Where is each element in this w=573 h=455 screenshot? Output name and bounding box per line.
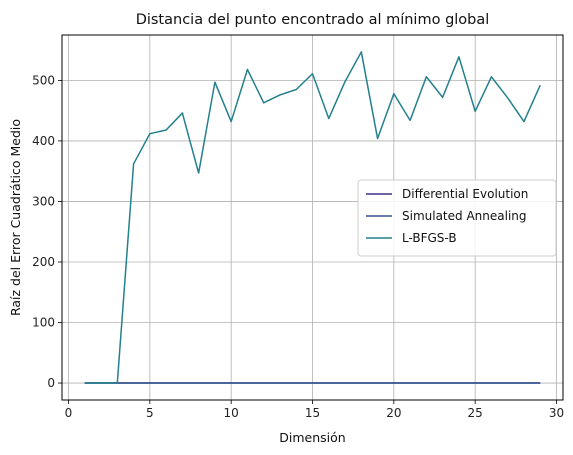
y-axis-ticks: 0 100 200 300 400 500 [32, 73, 62, 390]
x-tick-label: 20 [386, 406, 401, 420]
x-tick-label: 5 [146, 406, 154, 420]
legend-box [357, 179, 557, 257]
x-axis-label: Dimensión [279, 430, 345, 445]
y-tick-label: 200 [32, 255, 55, 269]
y-tick-label: 400 [32, 134, 55, 148]
legend: Differential Evolution Simulated Annealin… [357, 179, 557, 257]
legend-label: Differential Evolution [402, 187, 528, 201]
y-axis-label: Raíz del Error Cuadrático Medio [8, 119, 23, 316]
x-axis-ticks: 0 5 10 15 20 25 30 [65, 400, 564, 420]
legend-label: L-BFGS-B [402, 231, 457, 245]
y-tick-label: 300 [32, 194, 55, 208]
y-tick-label: 500 [32, 73, 55, 87]
chart-title: Distancia del punto encontrado al mínimo… [136, 12, 490, 28]
x-tick-label: 30 [549, 406, 564, 420]
legend-label: Simulated Annealing [402, 209, 527, 223]
x-tick-label: 25 [468, 406, 483, 420]
series-line-l-bfgs-b [84, 51, 541, 384]
x-tick-label: 10 [224, 406, 239, 420]
x-tick-label: 0 [65, 406, 73, 420]
series-lines [84, 51, 541, 384]
x-tick-label: 15 [305, 406, 320, 420]
y-tick-label: 100 [32, 316, 55, 330]
y-tick-label: 0 [47, 376, 55, 390]
